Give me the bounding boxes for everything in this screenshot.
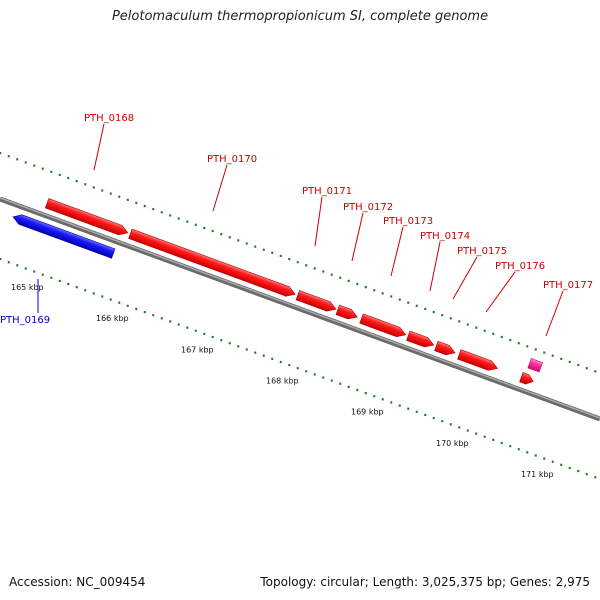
kbp-tick-label: 167 kbp [181, 345, 214, 354]
gene-label-pth_0171[interactable]: PTH_0171 [302, 186, 352, 197]
kbp-tick-label: 171 kbp [521, 470, 554, 479]
leader-line-pth_0171 [314, 196, 323, 247]
leader-line-pth_0174 [429, 241, 441, 292]
gene-label-pth_0175[interactable]: PTH_0175 [457, 246, 507, 257]
gene-layer [11, 198, 543, 386]
gene-label-pth_0169[interactable]: PTH_0169 [0, 315, 50, 326]
kbp-tick-label: 168 kbp [266, 377, 299, 386]
accession-text: Accession: NC_009454 [9, 575, 146, 589]
leader-line-pth_0170 [212, 164, 228, 212]
genome-summary-text: Topology: circular; Length: 3,025,375 bp… [260, 575, 590, 589]
leader-line-pth_0175 [452, 256, 478, 300]
kbp-tick-label: 165 kbp [11, 283, 44, 292]
gene-label-pth_0168[interactable]: PTH_0168 [84, 113, 134, 124]
gene-label-pth_0172[interactable]: PTH_0172 [343, 202, 393, 213]
gene-arrow-pth_0174[interactable] [406, 330, 436, 350]
gene-label-pth_0170[interactable]: PTH_0170 [207, 154, 257, 165]
gene-arrow-pth_0173[interactable] [359, 313, 408, 340]
gene-label-pth_0176[interactable]: PTH_0176 [495, 261, 545, 272]
gene-arrow-pth_0177[interactable] [519, 372, 535, 386]
gene-arrow-pth_0171[interactable] [295, 290, 338, 313]
kbp-tick-label: 166 kbp [96, 314, 129, 323]
gene-label-pth_0177[interactable]: PTH_0177 [543, 280, 593, 291]
leader-line-pth_0172 [351, 212, 364, 262]
leader-line-pth_0168 [93, 123, 105, 171]
tick-layer [0, 151, 597, 479]
gene-arrow-pth_0168[interactable] [44, 198, 129, 238]
kbp-tick-label: 169 kbp [351, 408, 384, 417]
genome-backbone [0, 196, 600, 422]
backbone-layer [0, 196, 600, 422]
label-layer: 165 kbp 166 kbp 167 kbp 168 kbp 169 kbp 170 k… [0, 113, 593, 479]
leader-line-pth_0176 [485, 271, 516, 313]
gene-arrow-pth_0172[interactable] [335, 304, 359, 322]
gene-label-pth_0173[interactable]: PTH_0173 [383, 216, 433, 227]
highlighted-feature[interactable] [527, 358, 543, 373]
gene-arrow-pth_0175[interactable] [434, 340, 457, 357]
gene-arrow-pth_0169[interactable] [11, 212, 116, 259]
genome-backbone-highlight [0, 197, 600, 419]
gene-label-pth_0174[interactable]: PTH_0174 [420, 231, 470, 242]
gene-arrow-pth_0176[interactable] [457, 349, 500, 373]
leader-line-pth_0177 [545, 290, 564, 337]
gene-arrow-pth_0170[interactable] [128, 228, 297, 299]
leader-line-pth_0173 [390, 226, 404, 277]
kbp-tick-label: 170 kbp [436, 439, 469, 448]
genome-title: Pelotomaculum thermopropionicum SI, comp… [111, 9, 489, 24]
